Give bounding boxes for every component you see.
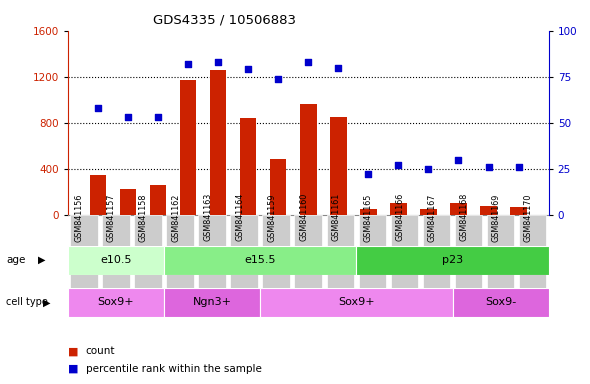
Point [333, 65, 343, 71]
Text: GSM841159: GSM841159 [267, 193, 276, 242]
Text: GSM841165: GSM841165 [363, 193, 372, 242]
Bar [330, 117, 346, 215]
Text: age: age [6, 255, 25, 265]
Bar [326, 215, 354, 292]
Point [424, 166, 433, 172]
Bar [422, 215, 450, 292]
Point [153, 114, 163, 121]
Point [303, 59, 313, 65]
Bar [240, 118, 257, 215]
Bar [180, 80, 196, 215]
Text: GSM841169: GSM841169 [491, 193, 500, 242]
Text: GSM841161: GSM841161 [332, 193, 340, 242]
Text: percentile rank within the sample: percentile rank within the sample [86, 364, 261, 374]
Bar [102, 215, 130, 292]
Text: GSM841167: GSM841167 [428, 193, 437, 242]
Point [183, 61, 193, 67]
Text: GSM841170: GSM841170 [524, 193, 533, 242]
Bar [455, 215, 483, 292]
Bar [68, 288, 164, 317]
Bar [510, 207, 527, 215]
Point [123, 114, 133, 121]
Bar [70, 215, 98, 292]
Text: ■: ■ [68, 364, 78, 374]
Bar [260, 288, 453, 317]
Bar [263, 215, 290, 292]
Bar [360, 209, 376, 215]
Bar [150, 185, 166, 215]
Text: cell type: cell type [6, 297, 48, 308]
Text: GSM841164: GSM841164 [235, 193, 244, 242]
Point [274, 76, 283, 82]
Bar [210, 71, 227, 215]
Text: p23: p23 [442, 255, 463, 265]
Text: GSM841163: GSM841163 [203, 193, 212, 242]
Bar [164, 246, 356, 275]
Bar [519, 215, 546, 292]
Bar [356, 246, 549, 275]
Point [363, 171, 373, 177]
Text: GSM841156: GSM841156 [75, 193, 84, 242]
Bar [487, 215, 514, 292]
Bar [300, 104, 317, 215]
Bar [68, 246, 164, 275]
Bar [420, 209, 437, 215]
Point [214, 59, 223, 65]
Text: count: count [86, 346, 115, 356]
Bar [120, 189, 136, 215]
Bar [359, 215, 386, 292]
Text: e10.5: e10.5 [100, 255, 132, 265]
Text: ▶: ▶ [38, 255, 46, 265]
Bar [391, 215, 418, 292]
Bar [164, 288, 260, 317]
Bar [390, 203, 407, 215]
Text: ▶: ▶ [43, 297, 51, 308]
Text: GSM841162: GSM841162 [171, 193, 180, 242]
Text: Sox9+: Sox9+ [97, 297, 135, 308]
Bar [450, 203, 467, 215]
Bar [270, 159, 287, 215]
Text: e15.5: e15.5 [244, 255, 276, 265]
Text: Sox9-: Sox9- [485, 297, 516, 308]
Text: GSM841166: GSM841166 [395, 193, 404, 242]
Bar [294, 215, 322, 292]
Bar [230, 215, 258, 292]
Point [484, 164, 493, 170]
Point [394, 162, 403, 168]
Bar [480, 207, 497, 215]
Point [93, 105, 103, 111]
Bar [134, 215, 162, 292]
Text: GSM841160: GSM841160 [299, 193, 308, 242]
Bar [198, 215, 226, 292]
Point [454, 157, 463, 163]
Text: GDS4335 / 10506883: GDS4335 / 10506883 [153, 13, 296, 26]
Text: GSM841157: GSM841157 [107, 193, 116, 242]
Bar [453, 288, 549, 317]
Text: GSM841158: GSM841158 [139, 193, 148, 242]
Bar [90, 175, 106, 215]
Text: GSM841168: GSM841168 [460, 193, 468, 242]
Bar [166, 215, 194, 292]
Point [514, 164, 523, 170]
Text: Sox9+: Sox9+ [338, 297, 375, 308]
Point [244, 66, 253, 73]
Text: ■: ■ [68, 346, 78, 356]
Text: Ngn3+: Ngn3+ [192, 297, 232, 308]
